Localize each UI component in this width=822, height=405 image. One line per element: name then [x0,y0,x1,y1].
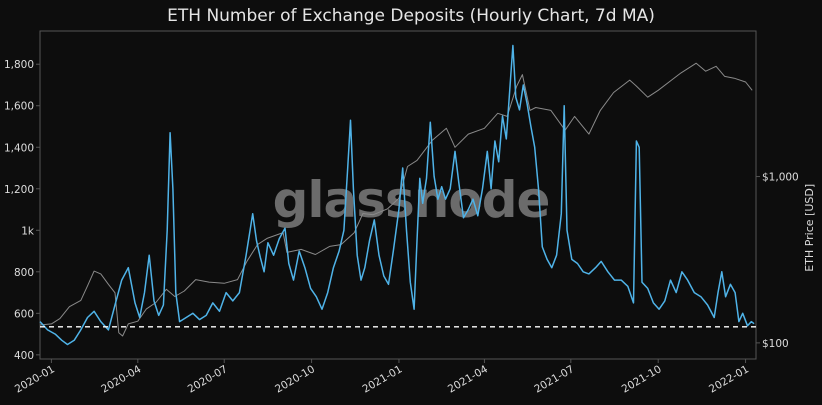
right-axis-label: ETH Price [USD] [803,184,816,272]
plot-area-frame [39,30,757,360]
right-tick-label: $100 [762,338,789,350]
left-tick-label: 400 [14,350,34,362]
left-axis-ticks: 400 600 800 1k 1,200 1,400 1,600 1,800 [4,59,40,362]
deposits-series-line [39,44,755,346]
right-axis-ticks: $100 $1,000 [756,172,799,350]
left-tick-label: 1,800 [4,59,34,71]
left-tick-label: 800 [14,267,34,279]
left-tick-label: 1,400 [4,142,34,154]
price-series-line [39,62,753,337]
left-tick-label: 600 [14,308,34,320]
left-tick-label: 1,600 [4,101,34,113]
right-tick-label: $1,000 [762,172,799,184]
watermark-glassnode: glassnode [273,171,550,229]
left-tick-label: 1,200 [4,184,34,196]
left-tick-label: 1k [21,225,35,237]
chart-title: ETH Number of Exchange Deposits (Hourly … [167,6,655,26]
